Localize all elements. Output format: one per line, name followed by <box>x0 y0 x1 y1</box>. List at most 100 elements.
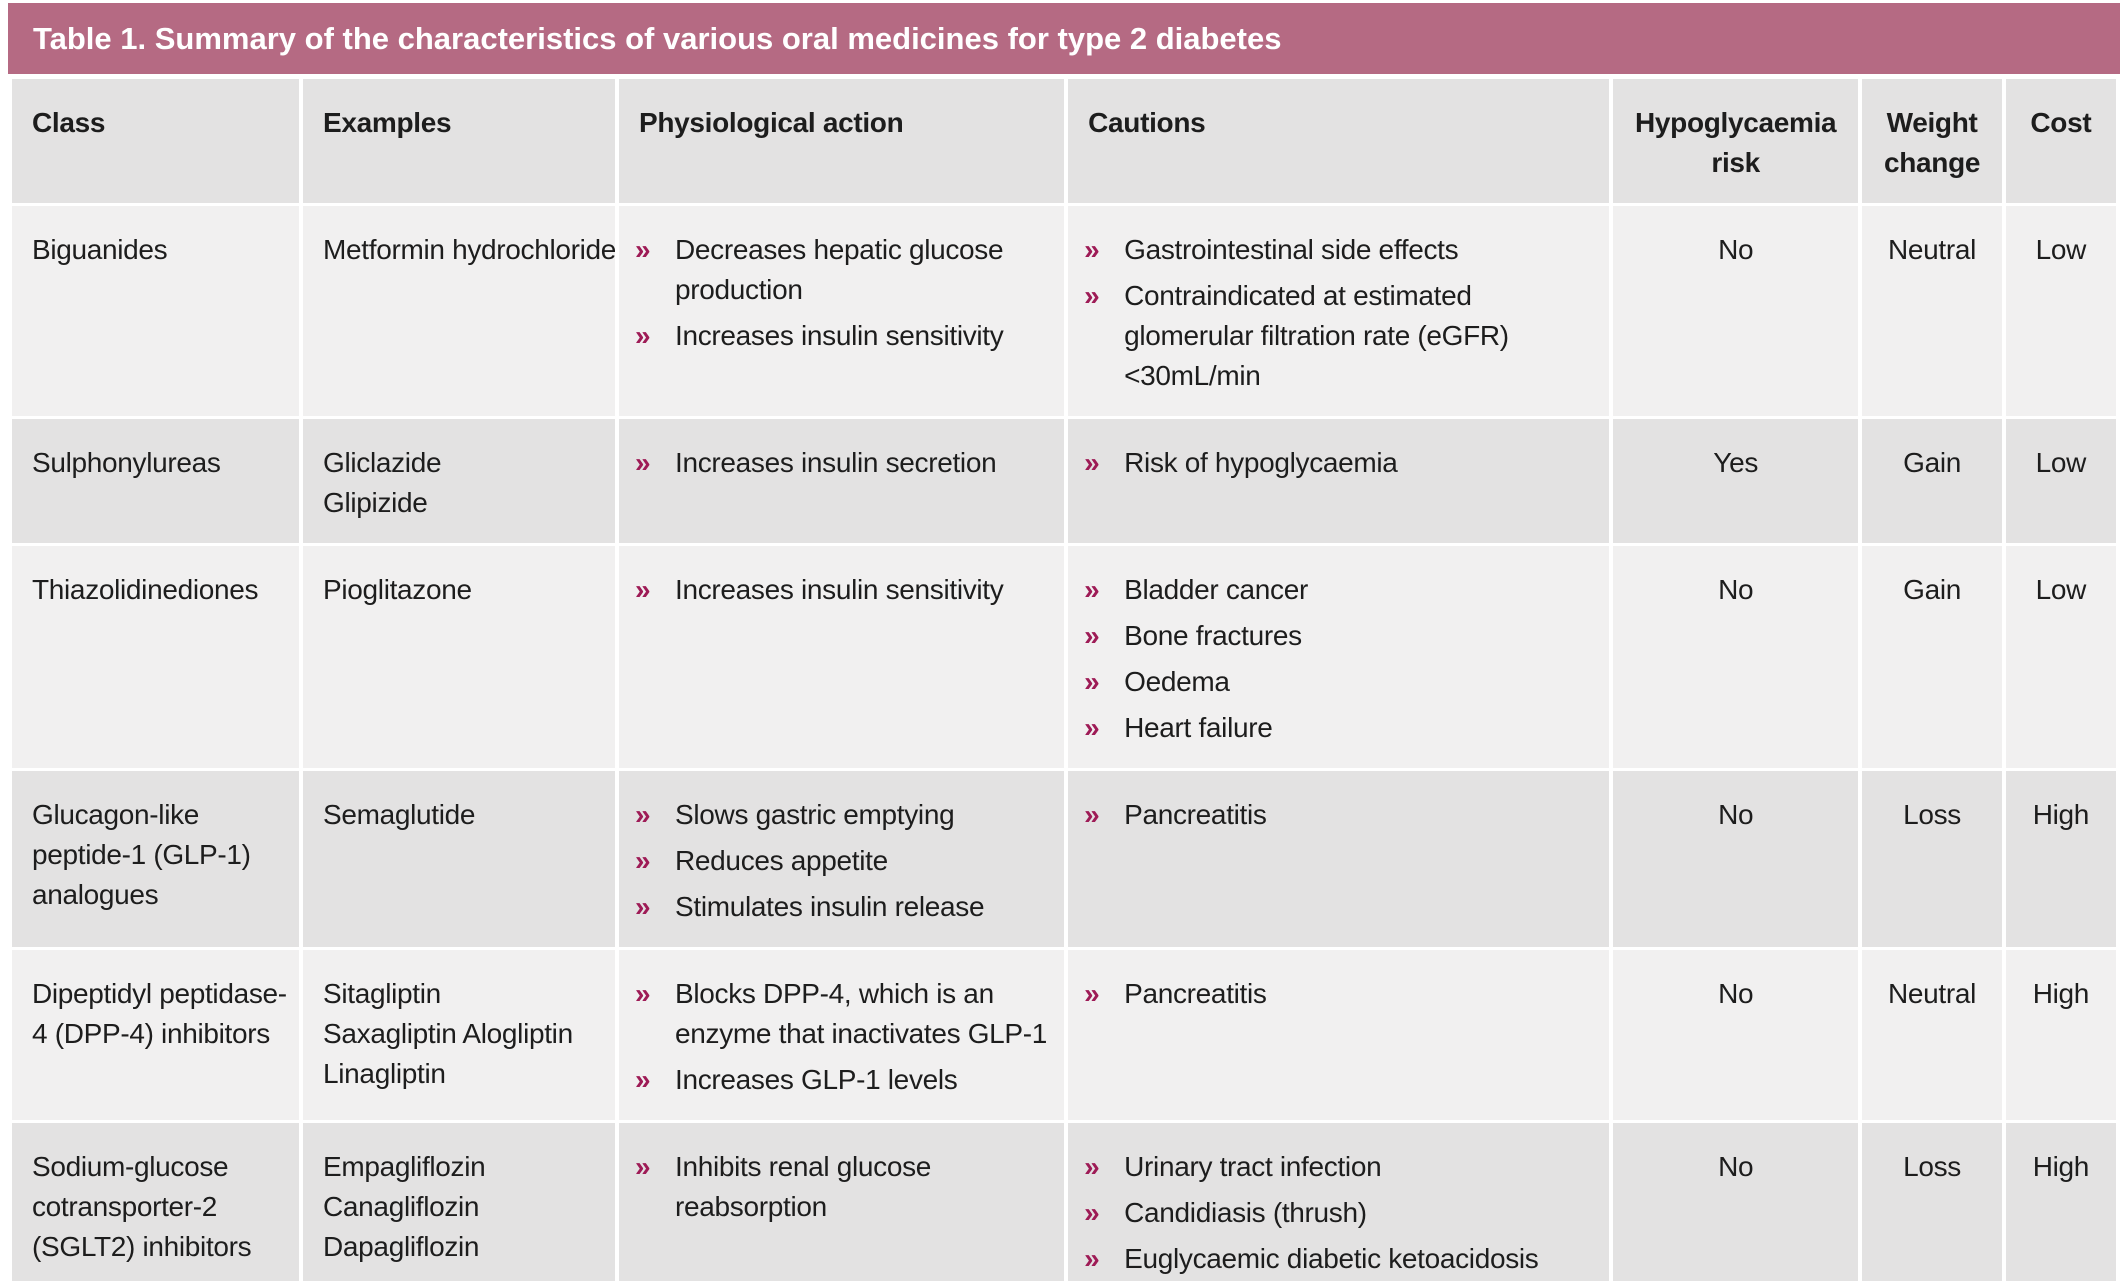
column-header-class: Class <box>12 79 300 203</box>
bullet-text: Gastrointestinal side effects <box>1124 234 1459 265</box>
cell-examples: Metformin hydrochloride <box>303 206 616 416</box>
chevron-bullet-icon: » <box>1084 1243 1100 1274</box>
bullet-text: Reduces appetite <box>675 845 888 876</box>
example-line: Empagliflozin <box>323 1151 486 1182</box>
table-row: Thiazolidinediones Pioglitazone » Increas… <box>12 546 2116 768</box>
chevron-bullet-icon: » <box>635 320 651 351</box>
cell-weight-change: Gain <box>1862 419 2002 543</box>
bullet-item: » Euglycaemic diabetic ketoacidosis <box>1084 1239 1601 1279</box>
bullet-item: » Increases insulin sensitivity <box>635 570 1056 610</box>
bullet-text: Increases insulin sensitivity <box>675 320 1004 351</box>
column-header-cautions: Cautions <box>1068 79 1609 203</box>
column-header-cost: Cost <box>2005 79 2116 203</box>
table-row: Sodium-glucose cotransporter-2 (SGLT2) i… <box>12 1123 2116 1281</box>
table-row: Biguanides Metformin hydrochloride » Decr… <box>12 206 2116 416</box>
chevron-bullet-icon: » <box>1084 620 1100 651</box>
bullet-text: Pancreatitis <box>1124 799 1267 830</box>
table-header: Class Examples Physiological action Caut… <box>12 79 2116 203</box>
column-header-physiological-action: Physiological action <box>619 79 1065 203</box>
cell-physiological-action: » Increases insulin secretion <box>619 419 1065 543</box>
bullet-text: Pancreatitis <box>1124 978 1267 1009</box>
table-body: Biguanides Metformin hydrochloride » Decr… <box>12 206 2116 1281</box>
cell-examples: Empagliflozin Canagliflozin Dapagliflozin <box>303 1123 616 1281</box>
cell-weight-change: Loss <box>1862 1123 2002 1281</box>
cell-cost: High <box>2005 1123 2116 1281</box>
chevron-bullet-icon: » <box>635 845 651 876</box>
table-row: Sulphonylureas Gliclazide Glipizide » Incr… <box>12 419 2116 543</box>
bullet-text: Stimulates insulin release <box>675 891 985 922</box>
cell-cautions: » Urinary tract infection » Candidiasis (th… <box>1068 1123 1609 1281</box>
bullet-text: Risk of hypoglycaemia <box>1124 447 1398 478</box>
bullet-text: Increases insulin sensitivity <box>675 574 1004 605</box>
bullet-text: Increases GLP-1 levels <box>675 1064 958 1095</box>
cell-cost: Low <box>2005 419 2116 543</box>
bullet-item: » Contraindicated at estimated glomerular… <box>1084 276 1601 396</box>
bullet-item: » Increases insulin secretion <box>635 443 1056 483</box>
column-header-weight-change: Weight change <box>1862 79 2002 203</box>
chevron-bullet-icon: » <box>1084 280 1100 311</box>
cell-cost: Low <box>2005 546 2116 768</box>
cell-class: Glucagon-like peptide-1 (GLP-1) analogue… <box>12 771 300 947</box>
bullet-item: » Candidiasis (thrush) <box>1084 1193 1601 1233</box>
example-line: Pioglitazone <box>323 574 472 605</box>
cell-cost: High <box>2005 771 2116 947</box>
bullet-text: Urinary tract infection <box>1124 1151 1382 1182</box>
cell-physiological-action: » Decreases hepatic glucose production » In… <box>619 206 1065 416</box>
cell-physiological-action: » Increases insulin sensitivity <box>619 546 1065 768</box>
bullet-item: » Gastrointestinal side effects <box>1084 230 1601 270</box>
bullet-text: Oedema <box>1124 666 1230 697</box>
cell-hypoglycaemia-risk: No <box>1612 1123 1859 1281</box>
bullet-text: Euglycaemic diabetic ketoacidosis <box>1124 1243 1539 1274</box>
bullet-text: Inhibits renal glucose reabsorption <box>675 1151 932 1222</box>
bullet-item: » Risk of hypoglycaemia <box>1084 443 1601 483</box>
bullet-item: » Reduces appetite <box>635 841 1056 881</box>
chevron-bullet-icon: » <box>1084 447 1100 478</box>
cell-cost: High <box>2005 950 2116 1120</box>
cell-class: Dipeptidyl peptidase-4 (DPP-4) inhibitor… <box>12 950 300 1120</box>
cell-cautions: » Gastrointestinal side effects » Contraind… <box>1068 206 1609 416</box>
bullet-item: » Decreases hepatic glucose production <box>635 230 1056 310</box>
cell-examples: Semaglutide <box>303 771 616 947</box>
bullet-item: » Increases GLP-1 levels <box>635 1060 1056 1100</box>
cell-hypoglycaemia-risk: No <box>1612 206 1859 416</box>
cell-physiological-action: » Blocks DPP-4, which is an enzyme that i… <box>619 950 1065 1120</box>
chevron-bullet-icon: » <box>1084 799 1100 830</box>
chevron-bullet-icon: » <box>635 234 651 265</box>
cell-examples: Gliclazide Glipizide <box>303 419 616 543</box>
cell-cautions: » Pancreatitis <box>1068 771 1609 947</box>
example-line: Linagliptin <box>323 1058 446 1089</box>
cell-weight-change: Neutral <box>1862 950 2002 1120</box>
bullet-item: » Slows gastric emptying <box>635 795 1056 835</box>
bullet-item: » Blocks DPP-4, which is an enzyme that i… <box>635 974 1056 1054</box>
bullet-item: » Pancreatitis <box>1084 795 1601 835</box>
cell-hypoglycaemia-risk: No <box>1612 771 1859 947</box>
example-line: Canagliflozin <box>323 1191 480 1222</box>
chevron-bullet-icon: » <box>1084 1197 1100 1228</box>
medicines-table: Class Examples Physiological action Caut… <box>8 76 2120 1281</box>
cell-physiological-action: » Inhibits renal glucose reabsorption <box>619 1123 1065 1281</box>
bullet-text: Candidiasis (thrush) <box>1124 1197 1367 1228</box>
chevron-bullet-icon: » <box>635 1064 651 1095</box>
cell-weight-change: Neutral <box>1862 206 2002 416</box>
cell-hypoglycaemia-risk: Yes <box>1612 419 1859 543</box>
bullet-item: » Bladder cancer <box>1084 570 1601 610</box>
example-line: Semaglutide <box>323 799 476 830</box>
cell-class: Thiazolidinediones <box>12 546 300 768</box>
bullet-text: Bladder cancer <box>1124 574 1308 605</box>
cell-examples: Sitagliptin Saxagliptin Alogliptin Linagli… <box>303 950 616 1120</box>
chevron-bullet-icon: » <box>635 574 651 605</box>
table-title-bar: Table 1. Summary of the characteristics … <box>8 3 2120 74</box>
bullet-text: Increases insulin secretion <box>675 447 997 478</box>
cell-cautions: » Pancreatitis <box>1068 950 1609 1120</box>
table-row: Glucagon-like peptide-1 (GLP-1) analogue… <box>12 771 2116 947</box>
bullet-text: Blocks DPP-4, which is an enzyme that in… <box>675 978 1048 1049</box>
chevron-bullet-icon: » <box>1084 1151 1100 1182</box>
chevron-bullet-icon: » <box>635 1151 651 1182</box>
bullet-text: Bone fractures <box>1124 620 1302 651</box>
bullet-item: » Inhibits renal glucose reabsorption <box>635 1147 1056 1227</box>
bullet-item: » Stimulates insulin release <box>635 887 1056 927</box>
chevron-bullet-icon: » <box>635 447 651 478</box>
column-header-hypoglycaemia-risk: Hypoglycaemia risk <box>1612 79 1859 203</box>
cell-cautions: » Bladder cancer » Bone fractures » Oedema » He… <box>1068 546 1609 768</box>
